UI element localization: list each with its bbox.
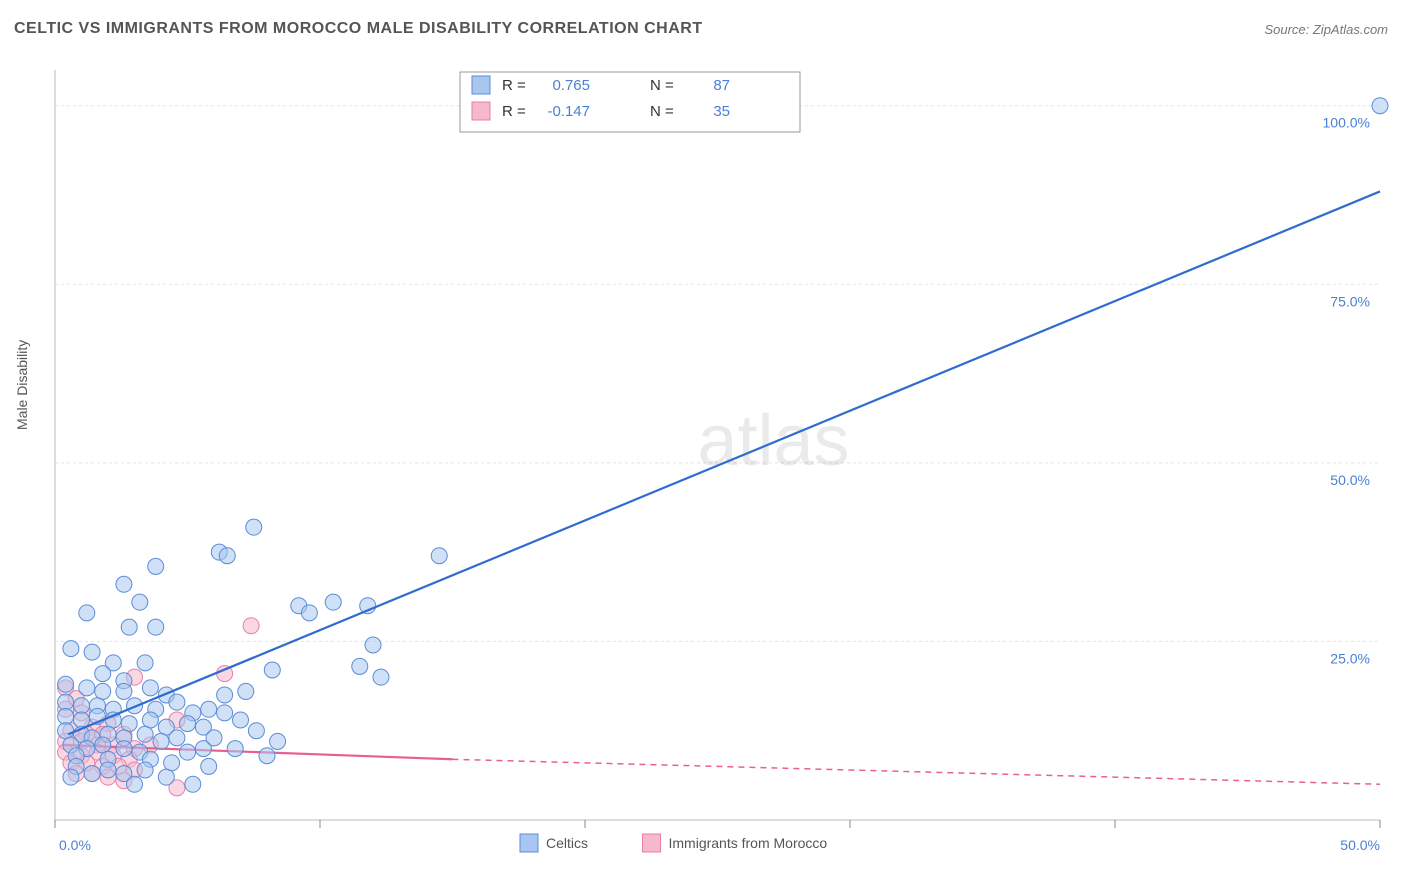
blue-point — [248, 723, 264, 739]
blue-point — [132, 594, 148, 610]
blue-point — [127, 776, 143, 792]
blue-point — [264, 662, 280, 678]
pink-trendline-extrapolated — [453, 759, 1381, 784]
blue-point — [137, 655, 153, 671]
blue-point — [158, 769, 174, 785]
blue-point — [259, 748, 275, 764]
x-tick-label: 50.0% — [1340, 837, 1380, 853]
bottom-legend-label: Immigrants from Morocco — [669, 835, 828, 851]
blue-point — [169, 694, 185, 710]
blue-point — [95, 737, 111, 753]
blue-point — [325, 594, 341, 610]
blue-point — [169, 730, 185, 746]
blue-point — [100, 762, 116, 778]
blue-point — [142, 712, 158, 728]
bottom-legend-swatch — [643, 834, 661, 852]
blue-point — [58, 723, 74, 739]
y-tick-label: 25.0% — [1330, 650, 1370, 666]
blue-point — [233, 712, 249, 728]
blue-point — [142, 680, 158, 696]
legend-r-label: R = — [502, 77, 526, 94]
legend-r-value: 0.765 — [552, 77, 590, 94]
blue-point — [217, 687, 233, 703]
blue-point — [58, 676, 74, 692]
y-tick-label: 75.0% — [1330, 293, 1370, 309]
blue-point — [148, 619, 164, 635]
blue-point — [352, 658, 368, 674]
blue-point — [148, 558, 164, 574]
blue-point — [431, 548, 447, 564]
blue-point — [153, 733, 169, 749]
bottom-legend-swatch — [520, 834, 538, 852]
blue-point — [121, 716, 137, 732]
legend-n-value: 87 — [713, 77, 730, 94]
legend-swatch — [472, 102, 490, 120]
legend-n-label: N = — [650, 77, 674, 94]
blue-point — [58, 708, 74, 724]
blue-point — [79, 680, 95, 696]
blue-point — [270, 733, 286, 749]
blue-point — [121, 619, 137, 635]
blue-point — [180, 716, 196, 732]
bottom-legend-label: Celtics — [546, 835, 588, 851]
legend-r-value: -0.147 — [547, 103, 590, 120]
blue-point — [238, 683, 254, 699]
blue-point — [246, 519, 262, 535]
blue-point — [185, 776, 201, 792]
blue-point — [63, 641, 79, 657]
blue-point — [227, 741, 243, 757]
blue-point — [116, 741, 132, 757]
y-tick-label: 50.0% — [1330, 472, 1370, 488]
blue-point — [137, 726, 153, 742]
blue-point — [95, 683, 111, 699]
blue-point — [63, 769, 79, 785]
legend-n-value: 35 — [713, 103, 730, 120]
blue-point — [137, 762, 153, 778]
x-tick-label: 0.0% — [59, 837, 91, 853]
correlation-chart: 25.0% 50.0% 75.0% 100.0% 0.0% 50.0% ZIPatlas R … — [0, 0, 1406, 892]
blue-point — [116, 683, 132, 699]
blue-point — [79, 605, 95, 621]
legend-swatch — [472, 76, 490, 94]
blue-point — [116, 576, 132, 592]
legend-n-label: N = — [650, 103, 674, 120]
blue-point — [201, 758, 217, 774]
blue-point — [74, 698, 90, 714]
blue-point — [201, 701, 217, 717]
blue-point — [164, 755, 180, 771]
blue-point — [1372, 98, 1388, 114]
blue-point — [206, 730, 222, 746]
blue-point — [301, 605, 317, 621]
blue-point — [84, 766, 100, 782]
blue-point — [58, 694, 74, 710]
blue-point — [373, 669, 389, 685]
blue-point — [180, 744, 196, 760]
pink-point — [243, 618, 259, 634]
blue-point — [219, 548, 235, 564]
y-tick-label: 100.0% — [1323, 115, 1370, 131]
blue-point — [217, 705, 233, 721]
legend-r-label: R = — [502, 103, 526, 120]
blue-point — [95, 666, 111, 682]
blue-point — [365, 637, 381, 653]
watermark: ZIPatlas — [585, 401, 849, 481]
blue-point — [84, 644, 100, 660]
